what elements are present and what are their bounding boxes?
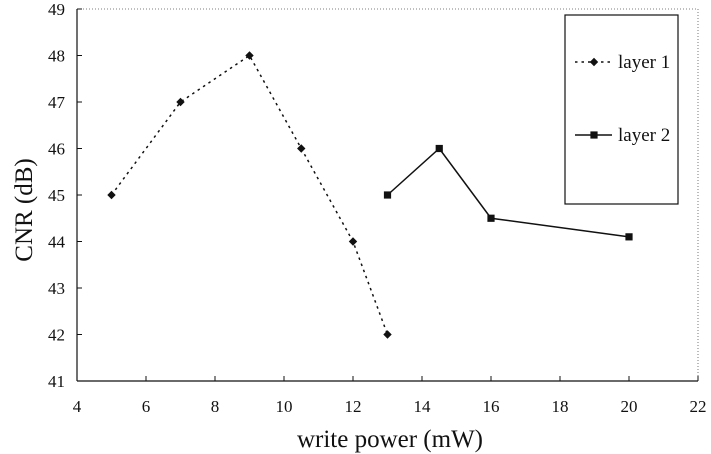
legend: layer 1 layer 2 (564, 14, 679, 205)
data-point-square (383, 191, 392, 199)
y-tick-label: 44 (48, 233, 66, 252)
y-tick-label: 41 (48, 372, 65, 391)
data-point-diamond (383, 330, 392, 339)
data-point-square (625, 233, 633, 241)
y-tick-label: 42 (48, 326, 65, 345)
y-tick-label: 49 (48, 0, 65, 19)
y-tick-label: 46 (48, 140, 65, 159)
x-axis-ticks: 4 6 8 10 12 14 16 18 20 22 (73, 376, 707, 416)
data-point-diamond (297, 144, 306, 153)
data-point-square (435, 144, 443, 153)
x-tick-label: 8 (211, 397, 220, 416)
series-2 (383, 144, 633, 241)
x-tick-label: 10 (276, 397, 293, 416)
series-line (110, 54, 389, 335)
x-tick-label: 16 (483, 397, 500, 416)
x-axis-title: write power (mW) (297, 426, 483, 453)
series-1 (107, 51, 392, 339)
x-tick-label: 20 (621, 397, 638, 416)
legend-label: layer 1 (618, 52, 670, 73)
x-tick-label: 6 (142, 397, 151, 416)
data-point-diamond (176, 97, 185, 107)
y-tick-label: 45 (48, 186, 65, 205)
legend-item: layer 2 (575, 125, 670, 146)
x-tick-label: 22 (690, 397, 707, 416)
x-tick-label: 14 (414, 397, 432, 416)
x-tick-label: 12 (345, 397, 362, 416)
y-tick-label: 48 (48, 47, 65, 66)
x-tick-label: 4 (73, 397, 82, 416)
legend-label: layer 2 (618, 125, 670, 146)
series-layer (107, 51, 633, 339)
x-tick-label: 18 (552, 397, 569, 416)
y-axis-title: CNR (dB) (11, 158, 38, 261)
data-point-diamond (107, 190, 116, 200)
legend-box (564, 14, 679, 205)
data-point-diamond (245, 51, 254, 60)
y-tick-label: 43 (48, 279, 65, 298)
data-point-square (487, 214, 495, 222)
data-point-diamond (348, 237, 358, 246)
data-point-square (590, 131, 598, 139)
legend-item: layer 1 (575, 52, 670, 73)
series-line (386, 147, 630, 238)
y-axis-ticks: 41 42 43 44 45 46 47 48 49 (48, 0, 82, 391)
y-tick-label: 47 (48, 93, 66, 112)
data-point-diamond (589, 57, 599, 67)
